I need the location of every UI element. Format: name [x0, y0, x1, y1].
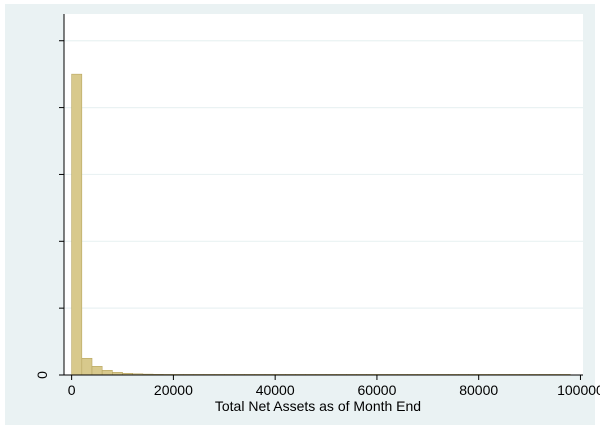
- histogram-bar: [71, 73, 83, 376]
- x-tick-label: 20000: [154, 382, 193, 398]
- histogram-bar: [101, 370, 113, 376]
- x-tick-label: 100000: [557, 382, 600, 398]
- x-tick-label: 0: [68, 382, 76, 398]
- x-tick-label: 40000: [256, 382, 295, 398]
- x-axis-label: Total Net Assets as of Month End: [215, 398, 421, 414]
- axes: 0 20000 40000 60000 80000 100000 0: [34, 14, 600, 398]
- y-tick-label: 0: [34, 371, 50, 379]
- x-tick-label: 60000: [357, 382, 396, 398]
- x-tick-label: 80000: [459, 382, 498, 398]
- histogram-bar: [91, 366, 103, 376]
- histogram-bar: [81, 357, 93, 376]
- plot-area: [64, 14, 583, 375]
- gridlines: [64, 40, 583, 309]
